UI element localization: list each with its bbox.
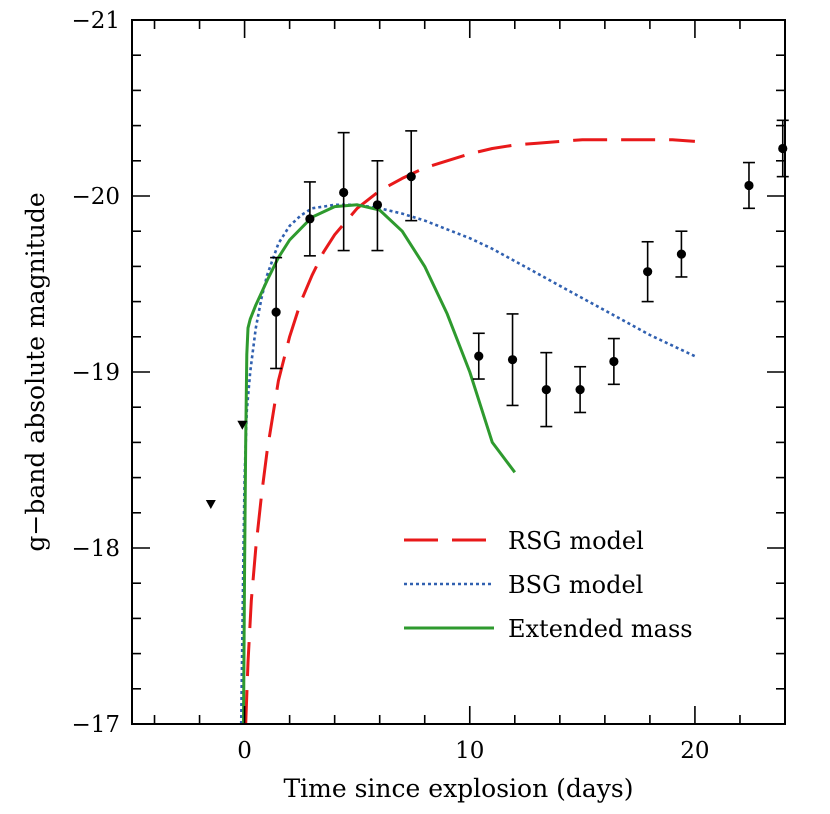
legend-label-2: Extended mass [508,615,693,643]
legend-label-0: RSG model [508,527,644,555]
y-axis-label: g−band absolute magnitude [21,192,50,551]
x-axis-label: Time since explosion (days) [283,774,633,803]
series-line-0 [244,138,696,725]
data-point [776,119,789,178]
series-line-2 [242,203,516,725]
observations [270,119,789,428]
y-tick-label: −17 [71,712,120,738]
data-point [506,313,519,407]
x-tick-label: 0 [237,738,252,764]
point-marker [575,385,585,395]
x-tick-label: 10 [455,738,484,764]
point-marker [305,214,315,224]
point-marker [271,307,281,317]
data-point [270,256,283,370]
x-tick-label: 20 [680,738,709,764]
tick-labels: 0 10 20 −21 −20 −19 −18 −17 [71,8,709,764]
data-point [303,181,316,257]
data-point [641,240,654,303]
y-tick-label: −19 [71,360,120,386]
legend-label-1: BSG model [508,571,643,599]
data-point [540,351,553,428]
point-marker [406,172,416,182]
upper-limit-marker [237,420,248,430]
y-tick-label: −20 [71,184,120,210]
y-tick-label: −18 [71,536,120,562]
point-marker [541,385,551,395]
point-marker [474,351,484,361]
point-marker [507,355,518,365]
point-marker [339,187,349,198]
upper-limit-marker [205,500,216,509]
legend: RSG model BSG model Extended mass [404,527,693,643]
point-marker [643,267,653,277]
data-point [742,161,755,210]
point-marker [744,180,754,191]
y-tick-label: −21 [71,8,120,34]
data-point [607,337,620,386]
data-point [675,230,688,278]
data-point [574,365,587,414]
data-point [371,160,384,252]
data-point [405,130,418,222]
data-point [472,332,485,380]
point-marker [676,249,687,259]
axes: 0 10 20 −21 −20 −19 −18 −17 [71,8,786,764]
model-curves [239,138,696,725]
axis-ticks [132,19,786,725]
point-marker [609,356,619,367]
upper-limit-markers [205,420,248,509]
data-point [337,131,350,252]
point-marker [372,200,383,210]
